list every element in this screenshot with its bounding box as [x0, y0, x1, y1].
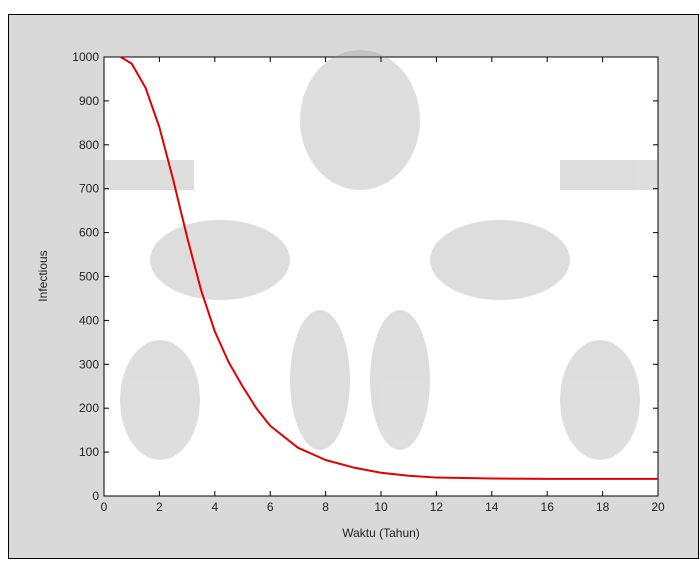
y-tick-label: 200: [79, 401, 99, 415]
x-tick-label: 18: [596, 500, 610, 514]
x-tick-label: 14: [485, 500, 499, 514]
y-tick-label: 100: [79, 445, 99, 459]
x-tick-label: 2: [156, 500, 163, 514]
y-tick-label: 800: [79, 138, 99, 152]
y-tick-label: 500: [79, 270, 99, 284]
y-tick-label: 600: [79, 226, 99, 240]
figure: Waktu (Tahun) Infectious 0 2 4 6 8 10 12 14 16 18…: [0, 0, 700, 559]
x-tick-label: 8: [322, 500, 329, 514]
y-tick-label: 0: [92, 489, 99, 503]
y-axis-label: Infectious: [36, 250, 50, 301]
page: {"chart_data": {"type": "line", "x_label…: [0, 0, 700, 559]
y-tick-label: 300: [79, 357, 99, 371]
x-axis-label: Waktu (Tahun): [342, 526, 420, 540]
x-tick-label: 20: [651, 500, 665, 514]
x-tick-label: 6: [267, 500, 274, 514]
x-tick-label: 10: [374, 500, 388, 514]
x-tick-label: 0: [101, 500, 108, 514]
y-tick-label: 1000: [72, 50, 99, 64]
x-tick-label: 16: [541, 500, 555, 514]
y-tick-label: 900: [79, 94, 99, 108]
y-tick-label: 700: [79, 182, 99, 196]
x-tick-label: 4: [211, 500, 218, 514]
y-tick-label: 400: [79, 313, 99, 327]
x-tick-label: 12: [430, 500, 444, 514]
